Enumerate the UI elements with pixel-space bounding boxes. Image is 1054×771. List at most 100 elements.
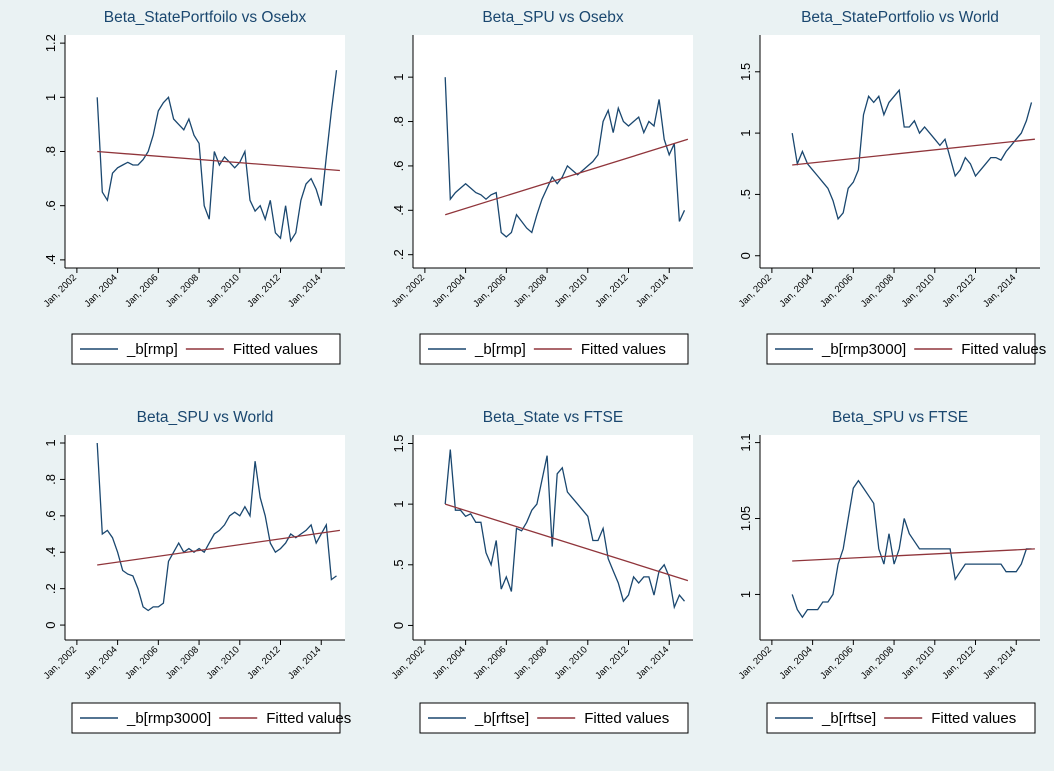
x-tick-label: Jan, 2004 bbox=[430, 272, 467, 309]
x-tick-label: Jan, 2012 bbox=[940, 644, 977, 681]
x-tick-label: Jan, 2008 bbox=[512, 272, 549, 309]
x-tick-label: Jan, 2004 bbox=[777, 272, 814, 309]
series-line bbox=[792, 138, 1035, 166]
y-tick-label: .4 bbox=[391, 205, 406, 216]
x-tick-label: Jan, 2010 bbox=[900, 644, 937, 681]
x-tick-label: Jan, 2012 bbox=[245, 644, 282, 681]
y-tick-label: .2 bbox=[391, 249, 406, 260]
chart-title: Beta_StatePortfolio vs World bbox=[801, 9, 999, 26]
series-line bbox=[791, 479, 1032, 619]
y-tick-label: 1 bbox=[738, 591, 753, 598]
x-tick-label: Jan, 2010 bbox=[900, 272, 937, 309]
y-tick-label: 0 bbox=[391, 622, 406, 629]
x-tick-label: Jan, 2012 bbox=[245, 272, 282, 309]
legend-label: Fitted values bbox=[581, 341, 666, 358]
legend-label: Fitted values bbox=[584, 710, 669, 727]
x-tick-label: Jan, 2004 bbox=[777, 644, 814, 681]
legend-label: _b[rftse] bbox=[821, 710, 876, 727]
x-tick-label: Jan, 2014 bbox=[634, 644, 671, 681]
series-line bbox=[97, 150, 340, 172]
series-line bbox=[445, 503, 689, 582]
x-tick-label: Jan, 2014 bbox=[981, 272, 1018, 309]
chart-title: Beta_StatePortfoilo vs Osebx bbox=[104, 9, 307, 26]
x-tick-label: Jan, 2008 bbox=[859, 272, 896, 309]
y-tick-label: 1 bbox=[391, 501, 406, 508]
legend-label: Fitted values bbox=[961, 341, 1046, 358]
x-tick-label: Jan, 2012 bbox=[940, 272, 977, 309]
x-tick-label: Jan, 2008 bbox=[512, 644, 549, 681]
plot-area bbox=[65, 435, 345, 640]
x-tick-label: Jan, 2006 bbox=[471, 272, 508, 309]
x-tick-label: Jan, 2006 bbox=[818, 272, 855, 309]
y-tick-label: .8 bbox=[43, 474, 58, 485]
y-tick-label: 1 bbox=[738, 129, 753, 136]
y-tick-label: .6 bbox=[43, 510, 58, 521]
legend-label: Fitted values bbox=[931, 710, 1016, 727]
chart-title: Beta_SPU vs Osebx bbox=[482, 9, 624, 26]
x-tick-label: Jan, 2008 bbox=[859, 644, 896, 681]
series-line bbox=[792, 548, 1035, 562]
y-tick-label: .5 bbox=[391, 559, 406, 570]
x-tick-label: Jan, 2002 bbox=[390, 644, 427, 681]
x-tick-label: Jan, 2002 bbox=[737, 644, 774, 681]
y-tick-label: .6 bbox=[43, 200, 58, 211]
x-tick-label: Jan, 2006 bbox=[818, 644, 855, 681]
x-tick-label: Jan, 2004 bbox=[82, 644, 119, 681]
series-line bbox=[791, 88, 1033, 221]
x-tick-label: Jan, 2002 bbox=[390, 272, 427, 309]
plot-area bbox=[413, 35, 693, 268]
y-tick-label: 1.1 bbox=[738, 434, 753, 452]
chart-title: Beta_SPU vs World bbox=[137, 409, 274, 426]
y-tick-label: 0 bbox=[43, 621, 58, 628]
legend-label: _b[rmp3000] bbox=[126, 710, 211, 727]
series-line bbox=[96, 70, 338, 243]
y-tick-label: 1 bbox=[391, 74, 406, 81]
y-tick-label: .2 bbox=[43, 583, 58, 594]
legend-label: _b[rmp] bbox=[474, 341, 526, 358]
x-tick-label: Jan, 2008 bbox=[164, 272, 201, 309]
x-tick-label: Jan, 2010 bbox=[205, 272, 242, 309]
x-tick-label: Jan, 2014 bbox=[634, 272, 671, 309]
y-tick-label: .8 bbox=[391, 116, 406, 127]
x-tick-label: Jan, 2010 bbox=[553, 644, 590, 681]
plot-area bbox=[65, 35, 345, 268]
chart-title: Beta_SPU vs FTSE bbox=[832, 409, 968, 426]
x-tick-label: Jan, 2002 bbox=[42, 644, 79, 681]
x-tick-label: Jan, 2006 bbox=[471, 644, 508, 681]
x-tick-label: Jan, 2002 bbox=[737, 272, 774, 309]
legend-label: _b[rftse] bbox=[474, 710, 529, 727]
y-tick-label: 1.05 bbox=[738, 506, 753, 531]
x-tick-label: Jan, 2012 bbox=[593, 644, 630, 681]
series-line bbox=[444, 77, 686, 238]
x-tick-label: Jan, 2006 bbox=[123, 272, 160, 309]
x-tick-label: Jan, 2014 bbox=[981, 644, 1018, 681]
y-tick-label: 1 bbox=[43, 439, 58, 446]
y-tick-label: 1 bbox=[43, 94, 58, 101]
y-tick-label: .6 bbox=[391, 161, 406, 172]
x-tick-label: Jan, 2006 bbox=[123, 644, 160, 681]
plot-area bbox=[760, 35, 1040, 268]
x-tick-label: Jan, 2004 bbox=[82, 272, 119, 309]
series-line bbox=[97, 529, 340, 566]
y-tick-label: .5 bbox=[738, 189, 753, 200]
y-tick-label: .4 bbox=[43, 254, 58, 265]
y-tick-label: 1.5 bbox=[391, 434, 406, 452]
legend-label: Fitted values bbox=[266, 710, 351, 727]
x-tick-label: Jan, 2002 bbox=[42, 272, 79, 309]
x-tick-label: Jan, 2004 bbox=[430, 644, 467, 681]
x-tick-label: Jan, 2010 bbox=[553, 272, 590, 309]
y-tick-label: 1.5 bbox=[738, 63, 753, 81]
legend-label: _b[rmp3000] bbox=[821, 341, 906, 358]
x-tick-label: Jan, 2014 bbox=[286, 272, 323, 309]
series-line bbox=[444, 449, 685, 610]
legend-label: _b[rmp] bbox=[126, 341, 178, 358]
chart-title: Beta_State vs FTSE bbox=[483, 409, 623, 426]
x-tick-label: Jan, 2010 bbox=[205, 644, 242, 681]
x-tick-label: Jan, 2012 bbox=[593, 272, 630, 309]
x-tick-label: Jan, 2008 bbox=[164, 644, 201, 681]
series-line bbox=[445, 138, 689, 216]
y-tick-label: 0 bbox=[738, 252, 753, 259]
y-tick-label: 1.2 bbox=[43, 34, 58, 52]
